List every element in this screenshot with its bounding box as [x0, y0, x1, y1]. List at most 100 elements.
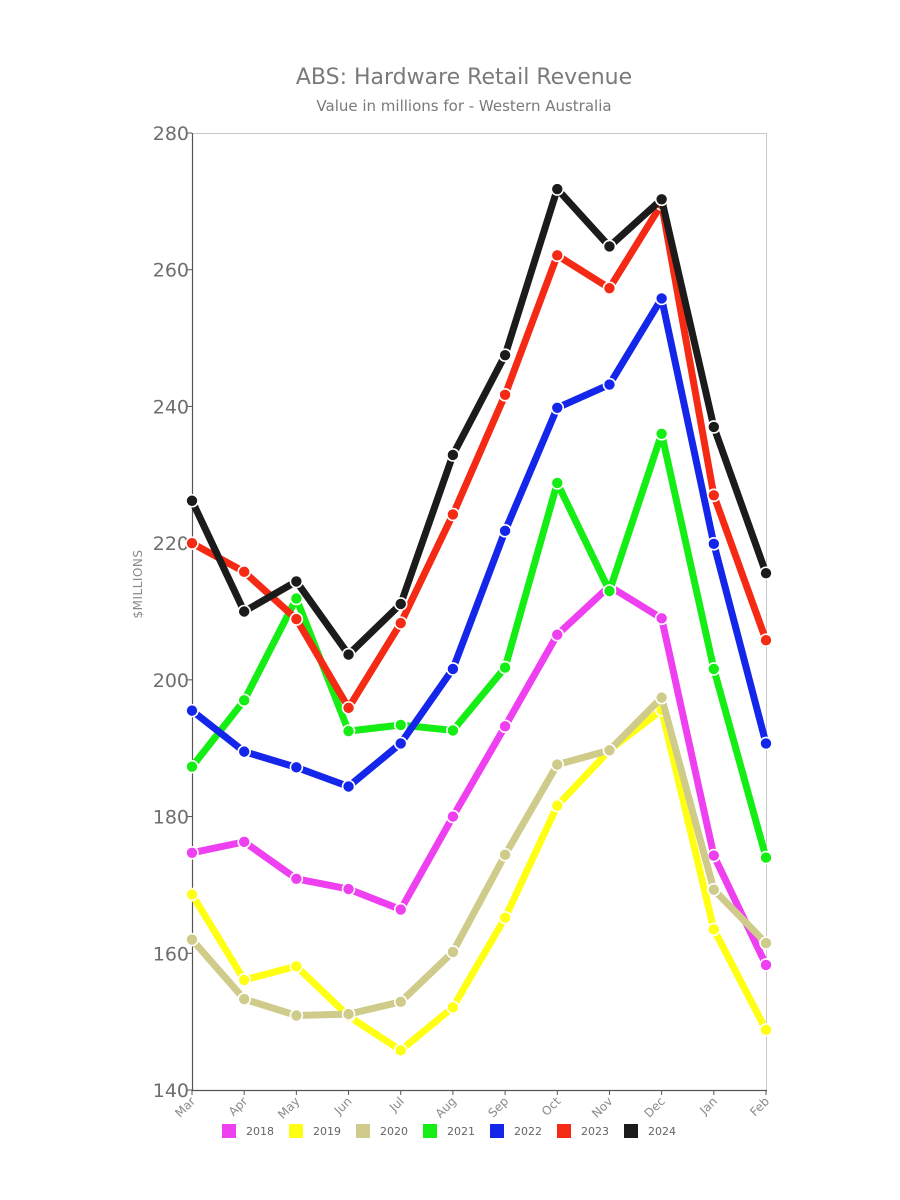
data-point-2024[interactable]	[654, 192, 669, 207]
data-point-2020[interactable]	[185, 932, 199, 947]
data-point-2018[interactable]	[550, 627, 565, 642]
data-point-2024[interactable]	[341, 647, 356, 662]
data-point-2018[interactable]	[654, 611, 669, 626]
data-point-2022[interactable]	[446, 662, 460, 676]
data-point-2023[interactable]	[550, 248, 565, 263]
data-point-2021[interactable]	[654, 426, 669, 441]
data-point-2023[interactable]	[237, 565, 251, 579]
data-point-2024[interactable]	[393, 597, 408, 611]
data-point-2024[interactable]	[185, 493, 199, 508]
legend-item-2018[interactable]: 2018	[222, 1124, 274, 1138]
data-point-2023[interactable]	[602, 281, 617, 295]
data-point-2019[interactable]	[393, 1043, 408, 1058]
series-2018	[185, 579, 773, 972]
data-point-2024[interactable]	[237, 604, 251, 619]
data-point-2020[interactable]	[498, 848, 512, 862]
x-tick-label: Dec	[641, 1094, 667, 1120]
data-point-2018[interactable]	[393, 902, 408, 917]
data-point-2021[interactable]	[550, 476, 565, 490]
data-point-2021[interactable]	[446, 723, 460, 738]
data-point-2020[interactable]	[393, 995, 408, 1009]
data-point-2021[interactable]	[341, 724, 356, 738]
data-point-2023[interactable]	[289, 612, 304, 626]
data-point-2022[interactable]	[550, 400, 565, 415]
data-point-2023[interactable]	[446, 507, 460, 522]
series-2020	[185, 690, 773, 1023]
legend-label: 2022	[514, 1125, 542, 1138]
data-point-2022[interactable]	[759, 736, 773, 751]
data-point-2018[interactable]	[707, 848, 721, 863]
data-point-2022[interactable]	[498, 524, 512, 538]
data-point-2020[interactable]	[654, 690, 669, 705]
y-tick-label: 200	[153, 670, 189, 692]
data-point-2019[interactable]	[237, 973, 251, 987]
data-point-2024[interactable]	[759, 566, 773, 581]
data-point-2022[interactable]	[237, 744, 251, 759]
data-point-2021[interactable]	[393, 718, 408, 732]
x-tick-label: Jul	[386, 1094, 407, 1115]
x-tick-label: Aug	[433, 1094, 459, 1120]
legend-item-2021[interactable]: 2021	[423, 1124, 475, 1138]
legend-swatch	[289, 1124, 303, 1138]
data-point-2019[interactable]	[446, 1000, 460, 1015]
y-tick-label: 240	[153, 396, 189, 418]
data-point-2021[interactable]	[498, 660, 512, 675]
data-point-2021[interactable]	[759, 850, 773, 865]
data-point-2021[interactable]	[707, 662, 721, 676]
data-point-2020[interactable]	[341, 1007, 356, 1021]
legend-item-2023[interactable]: 2023	[557, 1124, 609, 1138]
data-point-2021[interactable]	[185, 759, 199, 774]
data-point-2024[interactable]	[707, 420, 721, 434]
legend-item-2020[interactable]: 2020	[356, 1124, 408, 1138]
data-point-2021[interactable]	[237, 693, 251, 708]
data-point-2024[interactable]	[550, 182, 565, 196]
data-point-2018[interactable]	[237, 835, 251, 849]
data-point-2019[interactable]	[759, 1023, 773, 1037]
data-point-2024[interactable]	[498, 348, 512, 362]
data-point-2019[interactable]	[289, 959, 304, 974]
data-point-2023[interactable]	[341, 701, 356, 715]
data-point-2024[interactable]	[602, 239, 617, 254]
data-point-2018[interactable]	[185, 846, 199, 860]
legend-label: 2021	[447, 1125, 475, 1138]
data-point-2023[interactable]	[759, 633, 773, 648]
data-point-2023[interactable]	[498, 388, 512, 402]
data-point-2022[interactable]	[707, 537, 721, 551]
data-point-2020[interactable]	[446, 945, 460, 959]
legend-item-2019[interactable]: 2019	[289, 1124, 341, 1138]
data-point-2023[interactable]	[185, 536, 199, 550]
data-point-2021[interactable]	[602, 584, 617, 598]
data-point-2022[interactable]	[289, 760, 304, 775]
data-point-2022[interactable]	[341, 779, 356, 794]
data-point-2021[interactable]	[289, 591, 304, 606]
legend-item-2022[interactable]: 2022	[490, 1124, 542, 1138]
data-point-2020[interactable]	[550, 757, 565, 772]
data-point-2018[interactable]	[446, 809, 460, 824]
data-point-2022[interactable]	[185, 703, 199, 718]
data-point-2020[interactable]	[707, 882, 721, 897]
data-point-2018[interactable]	[498, 719, 512, 734]
y-tick-label: 280	[153, 123, 189, 145]
data-point-2024[interactable]	[289, 574, 304, 589]
data-point-2018[interactable]	[341, 882, 356, 896]
data-point-2022[interactable]	[393, 736, 408, 751]
data-point-2020[interactable]	[759, 936, 773, 950]
y-tick-label: 260	[153, 260, 189, 282]
x-axis-ticks: Mar Apr May Jun Jul Aug Sep Oct Nov Dec Jan Feb	[172, 1090, 772, 1122]
data-point-2020[interactable]	[237, 992, 251, 1006]
data-point-2018[interactable]	[759, 958, 773, 972]
data-point-2023[interactable]	[707, 488, 721, 503]
data-point-2020[interactable]	[289, 1008, 304, 1023]
data-point-2022[interactable]	[654, 291, 669, 306]
data-point-2023[interactable]	[393, 616, 408, 630]
data-point-2022[interactable]	[602, 377, 617, 392]
data-point-2020[interactable]	[602, 743, 617, 758]
data-point-2018[interactable]	[289, 871, 304, 886]
data-point-2019[interactable]	[550, 798, 565, 813]
data-point-2019[interactable]	[707, 922, 721, 937]
legend-item-2024[interactable]: 2024	[624, 1124, 676, 1138]
data-point-2019[interactable]	[185, 887, 199, 902]
data-point-2019[interactable]	[498, 910, 512, 925]
x-tick-label: Oct	[539, 1094, 564, 1119]
data-point-2024[interactable]	[446, 448, 460, 462]
